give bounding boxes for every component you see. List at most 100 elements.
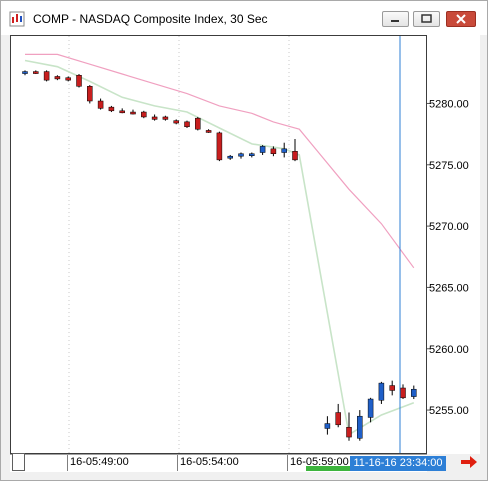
price-label: 5270.00 [429,221,469,233]
candle-body [173,120,179,124]
candle-body [324,423,331,429]
candle [411,385,417,400]
candle-body [76,74,82,87]
close-button[interactable] [446,11,476,27]
minimize-icon [391,20,399,22]
candle [184,120,190,128]
candle-body [43,71,50,81]
candle-body [108,106,115,112]
candle [367,397,374,423]
candle [195,116,201,131]
candle-body [281,148,287,153]
candle-body [87,86,93,102]
candle [238,152,244,159]
candle-body [184,121,190,128]
candle-body [216,132,223,161]
candle [335,403,341,428]
candle-body [389,385,395,391]
candle [65,76,71,82]
candle-body [378,382,385,401]
close-icon [456,14,466,24]
slow-moving-average-line [25,53,415,269]
price-chart[interactable] [10,35,427,454]
price-label: 5260.00 [429,344,469,356]
price-label: 5265.00 [429,282,469,294]
candle [141,110,147,119]
candle [281,142,287,158]
candle-body [205,130,212,133]
candle-body [141,111,147,118]
time-label: 16-05:59:00 [290,456,349,468]
candle [108,105,115,113]
price-label: 5255.00 [429,405,469,417]
time-label: 16-05:54:00 [180,456,239,468]
candle [249,152,255,158]
candle [389,380,395,396]
candle [87,85,93,104]
candle [270,146,277,157]
candle [22,70,28,76]
candle-body [162,116,169,120]
candle-body [65,77,71,81]
candle-body [346,426,352,438]
candle-body [259,146,266,153]
price-axis[interactable]: 5255.00 5260.00 5265.00 5270.00 5275.00 5280.… [427,35,480,454]
candle [378,381,385,404]
candle-body [54,76,61,80]
time-tick [177,455,178,471]
arrow-right-icon[interactable] [459,454,479,470]
candlestick-plot[interactable] [11,36,426,453]
candle [97,98,104,110]
candle-body [238,153,244,157]
candle-body [249,153,255,156]
candle [205,129,212,133]
time-tick [287,455,288,471]
candle-body [195,117,201,130]
candle [33,70,39,75]
candle [259,145,266,155]
candle-body [227,155,233,159]
price-axis-labels: 5255.00 5260.00 5265.00 5270.00 5275.00 5280.… [427,98,469,417]
candle [119,108,125,114]
candle-body [97,100,104,109]
price-label: 5280.00 [429,98,469,110]
candle [324,416,331,435]
candle [54,75,61,81]
maximize-button[interactable] [413,11,440,27]
window-title: COMP - NASDAQ Composite Index, 30 Sec [33,12,268,26]
candle [227,154,233,160]
candle [43,70,50,82]
candle [151,114,158,121]
candle-body [357,415,363,439]
candle [162,115,169,121]
maximize-icon [421,14,432,23]
candle [400,384,406,400]
candle [173,119,179,125]
candle [357,410,363,441]
candle [76,74,82,88]
candle-body [151,116,158,120]
time-tick [67,455,68,471]
candle-body [411,388,417,397]
candle-body [130,111,136,115]
candle-body [33,71,39,74]
candle-body [335,412,341,426]
fast-moving-average-line [24,59,415,436]
minimize-button[interactable] [382,11,409,27]
candle [130,109,136,115]
candle-body [22,71,28,74]
candle [292,139,298,162]
candle-body [400,387,406,399]
title-bar[interactable]: COMP - NASDAQ Composite Index, 30 Sec [1,1,487,35]
candle-body [292,151,298,161]
candle-body [270,148,277,154]
cursor-time-label: 11-16-16 23:34:00 [350,456,446,471]
time-label: 16-05:49:00 [70,456,129,468]
session-marker [306,466,350,471]
candle-body [119,110,125,114]
scroll-handle[interactable] [12,453,25,471]
price-label: 5275.00 [429,160,469,172]
candle-body [367,398,374,418]
chart-app-icon [9,11,25,27]
